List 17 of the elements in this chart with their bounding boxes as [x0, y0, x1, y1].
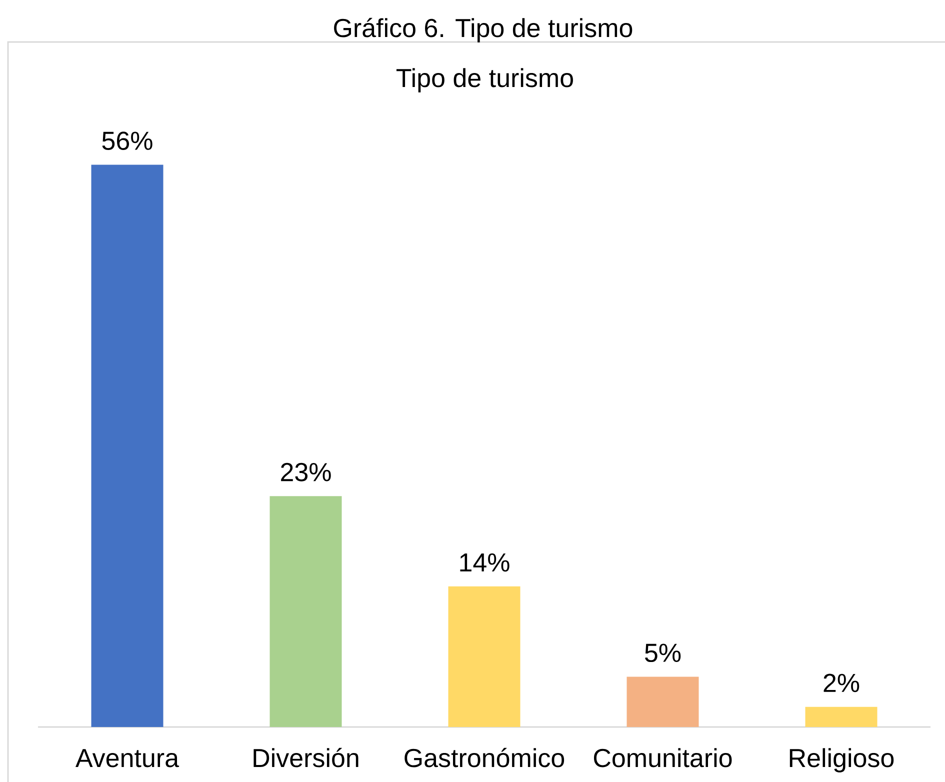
- bar: [626, 676, 699, 727]
- bar: [805, 706, 878, 727]
- x-tick-label: Religioso: [790, 748, 894, 772]
- bar: [91, 164, 164, 727]
- data-label: 56%: [102, 132, 152, 150]
- data-label: 23%: [281, 462, 331, 482]
- bar: [270, 496, 342, 727]
- x-tick-label: Comunitario: [594, 748, 732, 768]
- x-tick-label: Diversión: [254, 748, 358, 768]
- chart-title: Tipo de turismo: [396, 68, 573, 92]
- data-label: 5%: [645, 644, 681, 662]
- x-tick-label: Gastronómico: [404, 748, 564, 768]
- text: Gráfico 6. Tipo de turismo: [334, 18, 632, 42]
- data-label: 2%: [824, 674, 860, 692]
- bar: [448, 586, 520, 727]
- x-tick-label: Aventura: [75, 749, 180, 768]
- data-label: 14%: [460, 553, 510, 572]
